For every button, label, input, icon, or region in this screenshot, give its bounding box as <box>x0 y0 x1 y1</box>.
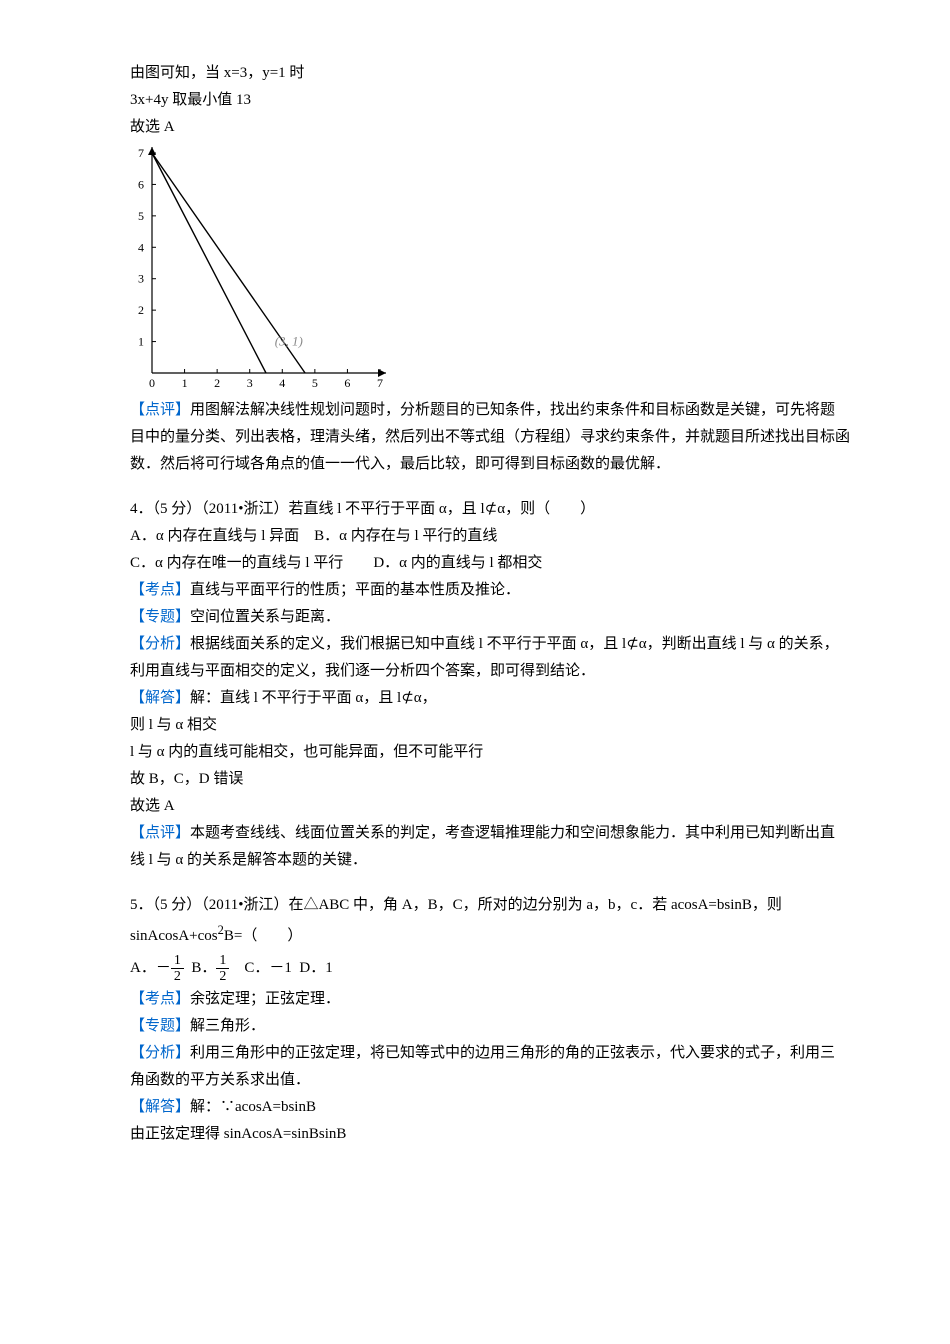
q4-stem: 4．（5 分）（2011•浙江）若直线 l 不平行于平面 α，且 l⊄α，则（ … <box>130 496 850 523</box>
jieda-label-2: 【解答】 <box>130 1099 190 1115</box>
comment-1: 【点评】用图解法解决线性规划问题时，分析题目的已知条件，找出约束条件和目标函数是… <box>130 397 850 478</box>
fenxi-text-2: 利用三角形中的正弦定理，将已知等式中的边用三角形的角的正弦表示，代入要求的式子，… <box>130 1045 835 1088</box>
svg-text:1: 1 <box>138 335 144 349</box>
zhuanti-text-2: 解三角形． <box>190 1018 265 1034</box>
kaodian-text: 直线与平面平行的性质；平面的基本性质及推论． <box>190 582 520 598</box>
svg-text:4: 4 <box>138 240 144 254</box>
q5-opt-b-prefix: B． <box>191 960 216 976</box>
linear-programming-graph: 0 1 2 3 4 5 6 7 1 2 3 4 5 6 7 (3, 1) <box>130 145 392 393</box>
q5-opt-c: C．－1 <box>244 960 292 976</box>
svg-text:(3, 1): (3, 1) <box>275 334 303 349</box>
svg-text:7: 7 <box>377 376 383 390</box>
q4-opt-c: C．α 内存在唯一的直线与 l 平行 <box>130 555 343 571</box>
zhuanti-label-2: 【专题】 <box>130 1018 190 1034</box>
q4-jieda-5: 故选 A <box>130 793 850 820</box>
svg-text:1: 1 <box>182 376 188 390</box>
dianping-text: 用图解法解决线性规划问题时，分析题目的已知条件，找出约束条件和目标函数是关键，可… <box>130 402 850 472</box>
svg-text:0: 0 <box>149 376 155 390</box>
dianping-text-2: 本题考查线线、线面位置关系的判定，考查逻辑推理能力和空间想象能力．其中利用已知判… <box>130 825 835 868</box>
svg-text:7: 7 <box>138 146 144 160</box>
svg-text:5: 5 <box>138 209 144 223</box>
q4-kaodian: 【考点】直线与平面平行的性质；平面的基本性质及推论． <box>130 577 850 604</box>
svg-text:6: 6 <box>138 177 144 191</box>
q4-opt-b: B．α 内存在与 l 平行的直线 <box>314 528 497 544</box>
svg-text:6: 6 <box>344 376 350 390</box>
dianping-label-2: 【点评】 <box>130 825 190 841</box>
fraction-a: 12 <box>171 953 184 985</box>
q4-opt-a: A．α 内存在直线与 l 异面 <box>130 528 299 544</box>
q5-opt-b: B．12 <box>191 950 229 986</box>
zhuanti-label: 【专题】 <box>130 609 190 625</box>
fenxi-label-2: 【分析】 <box>130 1045 190 1061</box>
q4-opt-d: D．α 内的直线与 l 都相交 <box>373 555 542 571</box>
frac-b-den: 2 <box>216 969 229 984</box>
intro-line-2: 3x+4y 取最小值 13 <box>130 87 850 114</box>
q4-jieda-1: 【解答】解：直线 l 不平行于平面 α，且 l⊄α， <box>130 685 850 712</box>
intro-line-1: 由图可知，当 x=3，y=1 时 <box>130 60 850 87</box>
q4-zhuanti: 【专题】空间位置关系与距离． <box>130 604 850 631</box>
fraction-b: 12 <box>216 953 229 985</box>
q5-stem-2: B=（ ） <box>224 928 302 944</box>
q4-options-ab: A．α 内存在直线与 l 异面 B．α 内存在与 l 平行的直线 <box>130 523 850 550</box>
svg-text:3: 3 <box>247 376 253 390</box>
svg-text:2: 2 <box>214 376 220 390</box>
kaodian-label: 【考点】 <box>130 582 190 598</box>
intro-line-3: 故选 A <box>130 114 850 141</box>
jieda-label: 【解答】 <box>130 690 190 706</box>
kaodian-label-2: 【考点】 <box>130 991 190 1007</box>
svg-text:5: 5 <box>312 376 318 390</box>
q4-jieda-2: 则 l 与 α 相交 <box>130 712 850 739</box>
fenxi-text: 根据线面关系的定义，我们根据已知中直线 l 不平行于平面 α，且 l⊄α，判断出… <box>130 636 839 679</box>
frac-b-num: 1 <box>216 953 229 969</box>
q5-stem: 5．（5 分）（2011•浙江）在△ABC 中，角 A，B，C，所对的边分别为 … <box>130 892 850 950</box>
kaodian-text-2: 余弦定理；正弦定理． <box>190 991 340 1007</box>
frac-a-num: 1 <box>171 953 184 969</box>
q4-fenxi: 【分析】根据线面关系的定义，我们根据已知中直线 l 不平行于平面 α，且 l⊄α… <box>130 631 850 685</box>
q5-jieda-2: 由正弦定理得 sinAcosA=sinBsinB <box>130 1121 850 1148</box>
svg-text:4: 4 <box>279 376 285 390</box>
q5-opt-a: A．－12 <box>130 950 184 986</box>
jieda-text-1: 解：直线 l 不平行于平面 α，且 l⊄α， <box>190 690 437 706</box>
frac-a-den: 2 <box>171 969 184 984</box>
q4-jieda-3: l 与 α 内的直线可能相交，也可能异面，但不可能平行 <box>130 739 850 766</box>
fenxi-label: 【分析】 <box>130 636 190 652</box>
q4-jieda-4: 故 B，C，D 错误 <box>130 766 850 793</box>
zhuanti-text: 空间位置关系与距离． <box>190 609 340 625</box>
svg-text:3: 3 <box>138 272 144 286</box>
q5-kaodian: 【考点】余弦定理；正弦定理． <box>130 986 850 1013</box>
q4-options-cd: C．α 内存在唯一的直线与 l 平行 D．α 内的直线与 l 都相交 <box>130 550 850 577</box>
q5-fenxi: 【分析】利用三角形中的正弦定理，将已知等式中的边用三角形的角的正弦表示，代入要求… <box>130 1040 850 1094</box>
q5-jieda-1: 【解答】解：∵acosA=bsinB <box>130 1094 850 1121</box>
q5-opt-a-prefix: A．－ <box>130 960 171 976</box>
q5-options: A．－12 B．12 C．－1 D．1 <box>130 950 850 986</box>
dianping-label: 【点评】 <box>130 402 190 418</box>
svg-text:2: 2 <box>138 303 144 317</box>
q5-zhuanti: 【专题】解三角形． <box>130 1013 850 1040</box>
jieda-text-1b: 解：∵acosA=bsinB <box>190 1099 316 1115</box>
q5-opt-d: D．1 <box>299 960 332 976</box>
q4-dianping: 【点评】本题考查线线、线面位置关系的判定，考查逻辑推理能力和空间想象能力．其中利… <box>130 820 850 874</box>
